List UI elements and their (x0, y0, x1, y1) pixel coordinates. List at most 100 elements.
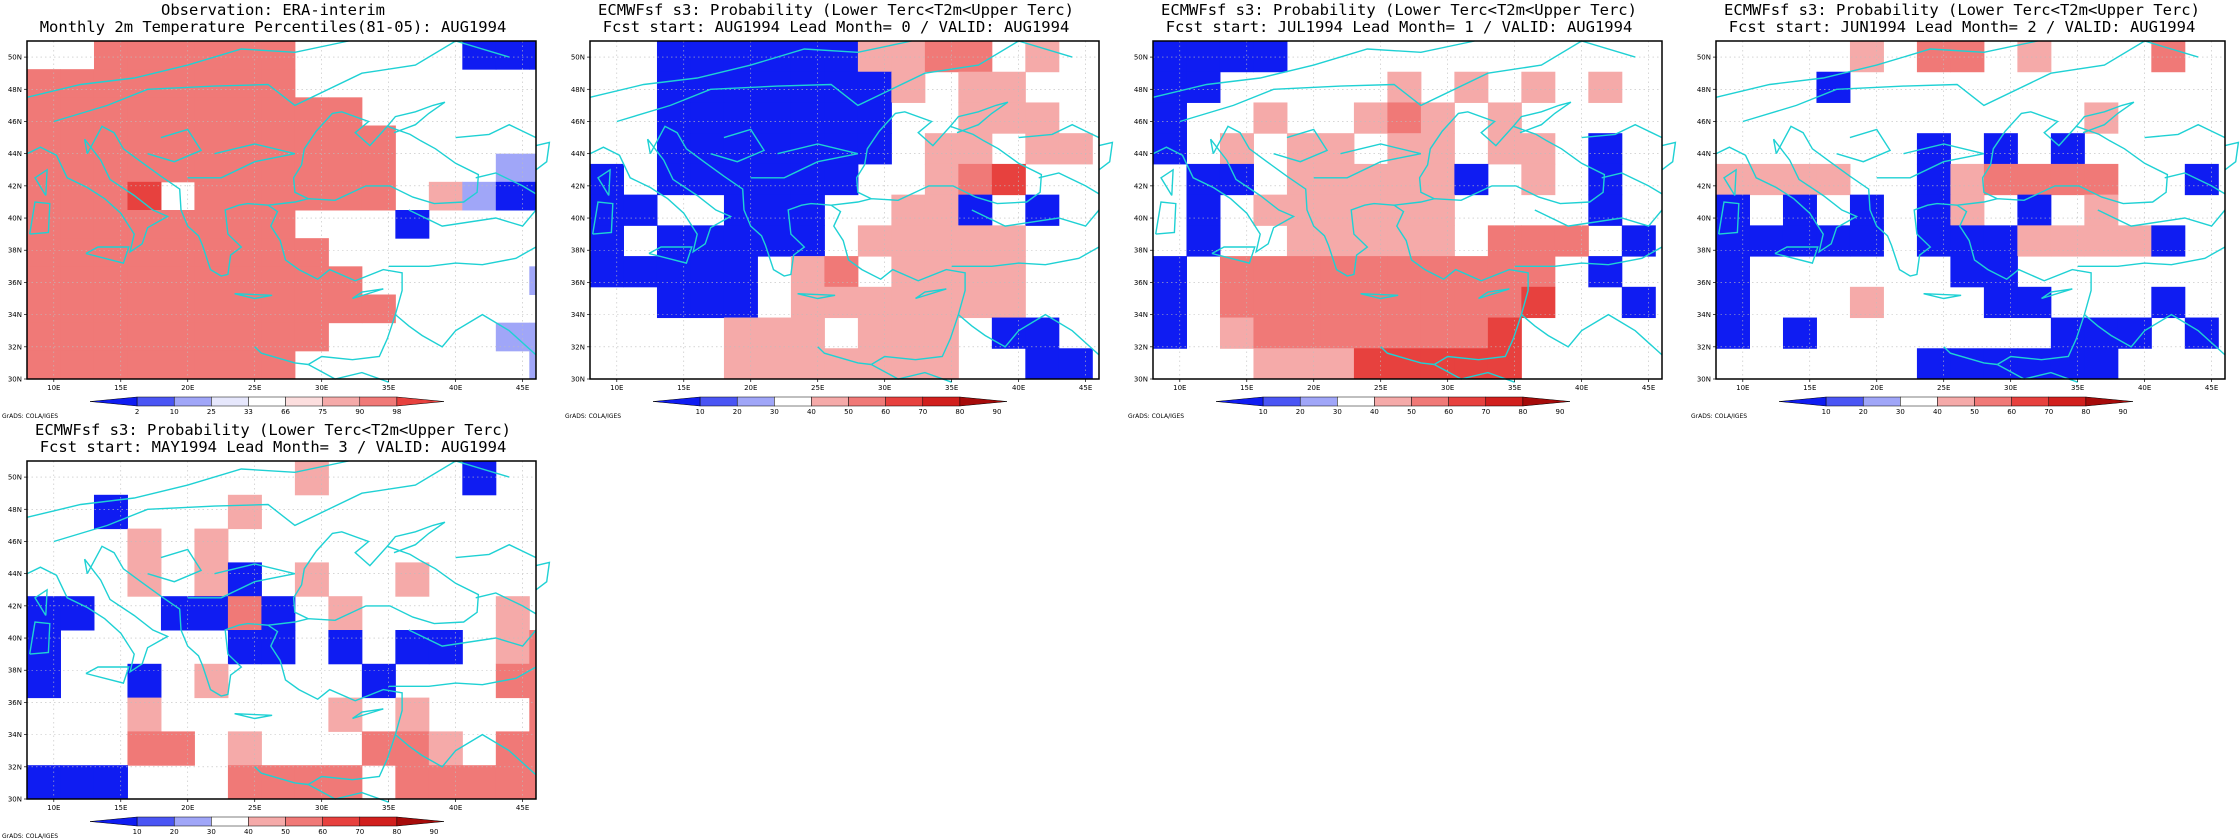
grid-cell (590, 256, 624, 288)
grid-cell (1186, 194, 1221, 226)
coastline (710, 128, 766, 163)
grid-cell (1320, 348, 1355, 380)
lat-tick-label: 34N (1134, 311, 1148, 319)
coastline (85, 666, 130, 684)
colorbar-swatch (2085, 396, 2134, 407)
lat-tick-label: 50N (1697, 54, 1711, 62)
grid-cell (227, 494, 262, 530)
coastline (957, 313, 1100, 356)
grid-cell (2017, 348, 2052, 380)
colorbar-label: 33 (244, 408, 253, 416)
grid-cell (328, 697, 363, 732)
colorbar-label: 40 (244, 828, 253, 836)
grid-cell (127, 697, 162, 732)
lat-tick-label: 34N (8, 731, 22, 739)
grid-cell (1153, 41, 1187, 73)
grid-cell (127, 69, 162, 98)
grid-cell (790, 256, 825, 288)
grid-cell (361, 663, 396, 699)
grid-cell (1387, 71, 1422, 103)
grid-cell (1716, 163, 1750, 196)
grid-cell (723, 225, 758, 257)
grid-cell (1716, 317, 1750, 349)
lat-tick-label: 40N (8, 215, 22, 223)
coastline (26, 40, 349, 98)
grid-cell (891, 286, 926, 319)
grid-cell (127, 294, 162, 324)
grid-cell (757, 317, 792, 349)
colorbar-label: 90 (2119, 408, 2128, 416)
lat-tick-label: 50N (8, 54, 22, 62)
coastline (475, 592, 537, 615)
grid-cell (790, 71, 825, 103)
colorbar: 10 20 30 40 50 60 70 80 90 GrADS: COLA/IGES (1691, 396, 2134, 420)
coastline (29, 621, 51, 655)
panel-title-line1: ECMWFsf s3: Probability (Lower Terc<T2m<… (1724, 1, 2200, 19)
grid-cell (60, 210, 95, 239)
grid-cell (160, 125, 195, 155)
lat-tick-label: 46N (8, 118, 22, 126)
colorbar: 10 20 30 40 50 60 70 80 90 GrADS: COLA/IGES (1128, 396, 1571, 420)
colorbar-swatch (811, 396, 849, 407)
grid-cell (529, 322, 537, 352)
coastline (535, 561, 551, 591)
colorbar-label: 40 (807, 408, 816, 416)
grid-cell (1521, 163, 1556, 196)
grid-cell (824, 102, 859, 134)
colorbar-label: 80 (2081, 408, 2090, 416)
lat-tick-label: 32N (571, 343, 585, 351)
grid-cell (1353, 256, 1388, 288)
grid-cell (1782, 194, 1817, 226)
lat-tick-label: 46N (8, 538, 22, 546)
grid-cell (227, 562, 262, 597)
grid-cell (2084, 317, 2119, 349)
lon-tick-label: 35E (382, 384, 395, 392)
grid-cell (27, 238, 61, 267)
grid-cell (261, 630, 296, 665)
grid-cell (1219, 41, 1254, 73)
map-frame (589, 40, 1100, 380)
grid-cell (590, 163, 624, 196)
colorbar-swatch (322, 816, 361, 827)
colorbar-label: 70 (918, 408, 927, 416)
grid-cell (529, 765, 537, 800)
colorbar-swatch (1862, 396, 1901, 407)
lat-tick-label: 32N (1697, 343, 1711, 351)
colorbar-swatch (136, 816, 175, 827)
colorbar-label: 80 (955, 408, 964, 416)
grid-cell (991, 256, 1026, 288)
coastline (589, 40, 912, 98)
grid-cell (1219, 317, 1254, 349)
coastline (1661, 141, 1677, 171)
grid-cell (1253, 348, 1288, 380)
grid-cell (690, 133, 725, 165)
grid-cell (294, 562, 329, 597)
grid-cell (60, 294, 95, 324)
grid-cell (194, 125, 229, 155)
colorbar: 10 20 30 40 50 60 70 80 90 GrADS: COLA/IGES (2, 816, 445, 840)
coastline (254, 766, 309, 786)
map-plot: 30N 32N 34N 36N 38N 40N 42N 44N 46N 48N 50N 10E 15E 2… (571, 40, 1114, 392)
colorbar-label: 20 (1296, 408, 1305, 416)
map-panel-lead3: ECMWFsf s3: Probability (Lower Terc<T2m<… (0, 420, 551, 840)
grid-cell (1387, 102, 1422, 134)
grid-cell (1387, 163, 1422, 196)
lon-tick-label: 15E (114, 384, 127, 392)
grid-cell (27, 125, 61, 155)
colorbar: 2 10 25 33 66 75 90 98 GrADS: COLA/IGES (2, 396, 445, 420)
lon-tick-label: 20E (1307, 384, 1320, 392)
grid-cell (1716, 225, 1750, 257)
grid-cell (1521, 133, 1556, 165)
coastline (2164, 172, 2226, 195)
grid-cell (1320, 194, 1355, 226)
colorbar-swatch (2048, 396, 2087, 407)
grid-cell (93, 765, 128, 800)
grid-cell (395, 562, 430, 597)
grid-cell (529, 266, 537, 295)
coastline (26, 558, 170, 674)
lon-tick-label: 25E (248, 384, 261, 392)
lon-tick-label: 10E (1173, 384, 1186, 392)
colorbar-swatch (1215, 396, 1264, 407)
grid-cell (395, 765, 430, 800)
grid-cell (958, 225, 993, 257)
